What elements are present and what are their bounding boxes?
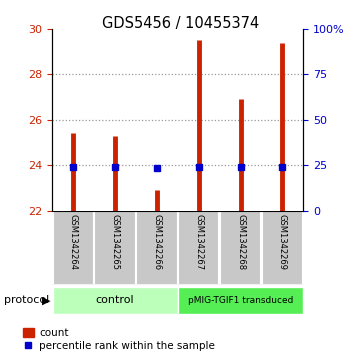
Bar — [220, 211, 261, 285]
Bar — [53, 287, 178, 314]
Text: GSM1342268: GSM1342268 — [236, 213, 245, 270]
Text: pMIG-TGIF1 transduced: pMIG-TGIF1 transduced — [188, 296, 293, 305]
Text: GSM1342266: GSM1342266 — [152, 213, 161, 270]
Text: GSM1342265: GSM1342265 — [110, 213, 119, 269]
Bar — [262, 211, 303, 285]
Bar — [178, 211, 219, 285]
Text: ▶: ▶ — [42, 295, 50, 305]
Text: GDS5456 / 10455374: GDS5456 / 10455374 — [102, 16, 259, 31]
Bar — [94, 211, 136, 285]
Text: GSM1342269: GSM1342269 — [278, 213, 287, 269]
Bar — [178, 287, 303, 314]
Legend: count, percentile rank within the sample: count, percentile rank within the sample — [23, 328, 215, 351]
Text: control: control — [96, 295, 134, 305]
Text: GSM1342267: GSM1342267 — [194, 213, 203, 270]
Text: protocol: protocol — [4, 295, 49, 305]
Bar — [53, 211, 94, 285]
Text: GSM1342264: GSM1342264 — [69, 213, 78, 269]
Bar — [136, 211, 178, 285]
